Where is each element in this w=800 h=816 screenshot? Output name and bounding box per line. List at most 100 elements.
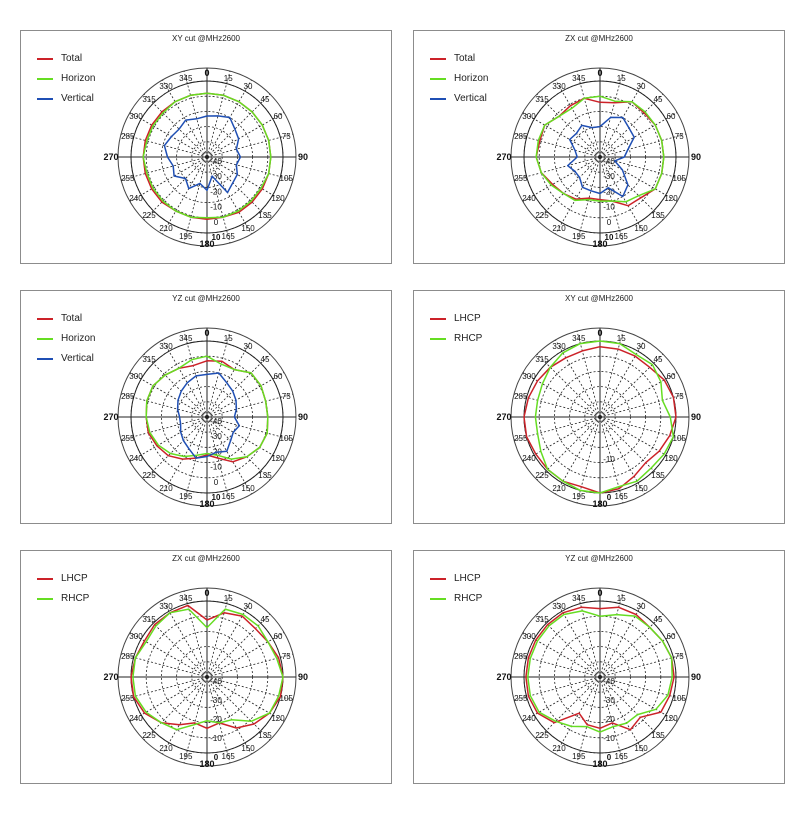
grid-spoke bbox=[206, 93, 271, 158]
ring-label: 0 bbox=[607, 493, 612, 502]
grid-spoke bbox=[555, 416, 601, 495]
ring-label: -20 bbox=[210, 187, 222, 196]
grid-spoke bbox=[183, 676, 208, 764]
grid-spoke bbox=[555, 676, 601, 755]
grid-spoke bbox=[576, 330, 601, 418]
grid-spoke bbox=[143, 353, 208, 418]
grid-spoke bbox=[183, 416, 208, 504]
grid-spoke bbox=[206, 676, 231, 764]
angle-label: 45 bbox=[654, 355, 663, 364]
angle-label: 75 bbox=[282, 392, 291, 401]
grid-spoke bbox=[536, 156, 601, 221]
angle-label: 285 bbox=[514, 392, 528, 401]
grid-spoke bbox=[599, 632, 678, 678]
angle-label: 315 bbox=[535, 355, 549, 364]
grid-spoke bbox=[206, 676, 271, 741]
grid-spoke bbox=[162, 599, 208, 678]
ring-label: -10 bbox=[210, 463, 222, 472]
angle-label: 300 bbox=[522, 632, 536, 641]
series-line-horizon bbox=[145, 355, 269, 460]
angle-label: 180 bbox=[199, 759, 214, 769]
angle-label: 330 bbox=[552, 602, 566, 611]
angle-label: 285 bbox=[121, 132, 135, 141]
legend-item: Vertical bbox=[428, 91, 518, 111]
angle-label: 105 bbox=[280, 174, 294, 183]
grid-spoke bbox=[522, 676, 601, 722]
legend-swatch bbox=[37, 58, 53, 60]
angle-label: 345 bbox=[572, 74, 586, 83]
angle-label: 0 bbox=[204, 68, 209, 78]
angle-label: 315 bbox=[142, 355, 156, 364]
legend-item: Total bbox=[35, 311, 125, 331]
legend-swatch bbox=[430, 78, 446, 80]
angle-label: 120 bbox=[664, 714, 678, 723]
angle-label: 75 bbox=[282, 132, 291, 141]
grid-spoke bbox=[206, 632, 285, 678]
legend-swatch bbox=[37, 98, 53, 100]
legend-label: RHCP bbox=[454, 333, 483, 344]
legend-item: Total bbox=[428, 51, 518, 71]
grid-spoke bbox=[206, 613, 271, 678]
ring-label: -30 bbox=[603, 696, 615, 705]
angle-label: 120 bbox=[664, 194, 678, 203]
angle-label: 105 bbox=[280, 434, 294, 443]
angle-label: 255 bbox=[514, 434, 528, 443]
grid-spoke bbox=[206, 353, 271, 418]
angle-label: 195 bbox=[179, 752, 193, 761]
grid-spoke bbox=[599, 79, 645, 158]
angle-label: 60 bbox=[274, 372, 283, 381]
angle-label: 30 bbox=[244, 342, 253, 351]
grid-spoke bbox=[206, 416, 252, 495]
ring-label: 0 bbox=[607, 218, 612, 227]
angle-label: 240 bbox=[129, 714, 143, 723]
grid-spoke bbox=[599, 353, 664, 418]
angle-label: 60 bbox=[667, 112, 676, 121]
angle-label: 225 bbox=[535, 731, 549, 740]
angle-label: 270 bbox=[103, 412, 118, 422]
angle-label: 150 bbox=[634, 224, 648, 233]
angle-label: 315 bbox=[142, 615, 156, 624]
angle-label: 210 bbox=[159, 224, 173, 233]
ring-label: -40 bbox=[603, 157, 615, 166]
angle-label: 120 bbox=[271, 714, 285, 723]
angle-label: 225 bbox=[535, 471, 549, 480]
angle-label: 270 bbox=[103, 152, 118, 162]
grid-spoke bbox=[206, 416, 271, 481]
angle-label: 45 bbox=[261, 95, 270, 104]
angle-label: 135 bbox=[258, 211, 272, 220]
legend-label: Vertical bbox=[61, 353, 94, 364]
angle-label: 105 bbox=[673, 174, 687, 183]
grid-spoke bbox=[522, 416, 601, 462]
grid-spoke bbox=[206, 156, 294, 181]
angle-label: 45 bbox=[654, 615, 663, 624]
angle-label: 30 bbox=[637, 342, 646, 351]
angle-label: 225 bbox=[142, 211, 156, 220]
angle-label: 345 bbox=[572, 334, 586, 343]
legend-item: RHCP bbox=[428, 591, 518, 611]
grid-spoke bbox=[599, 156, 678, 202]
grid-spoke bbox=[599, 393, 687, 418]
series-line-vertical bbox=[566, 116, 635, 198]
legend-swatch bbox=[37, 318, 53, 320]
grid-spoke bbox=[162, 339, 208, 418]
grid-spoke bbox=[206, 372, 285, 418]
angle-label: 45 bbox=[654, 95, 663, 104]
angle-label: 90 bbox=[691, 412, 701, 422]
series-line-vertical bbox=[163, 115, 242, 194]
grid-spoke bbox=[536, 416, 601, 481]
grid-spoke bbox=[599, 112, 678, 158]
ring-label: -40 bbox=[210, 157, 222, 166]
angle-label: 30 bbox=[637, 602, 646, 611]
angle-label: 120 bbox=[271, 194, 285, 203]
chart-panel-4: XY cut @MHz2600 0 15 30 45 60 75 90 105 120 135 150… bbox=[413, 290, 785, 524]
angle-label: 240 bbox=[522, 194, 536, 203]
angle-label: 0 bbox=[204, 328, 209, 338]
grid-spoke bbox=[599, 416, 624, 504]
angle-label: 285 bbox=[514, 132, 528, 141]
angle-label: 300 bbox=[129, 632, 143, 641]
grid-spoke bbox=[599, 676, 687, 701]
angle-label: 45 bbox=[261, 615, 270, 624]
grid-spoke bbox=[555, 79, 601, 158]
